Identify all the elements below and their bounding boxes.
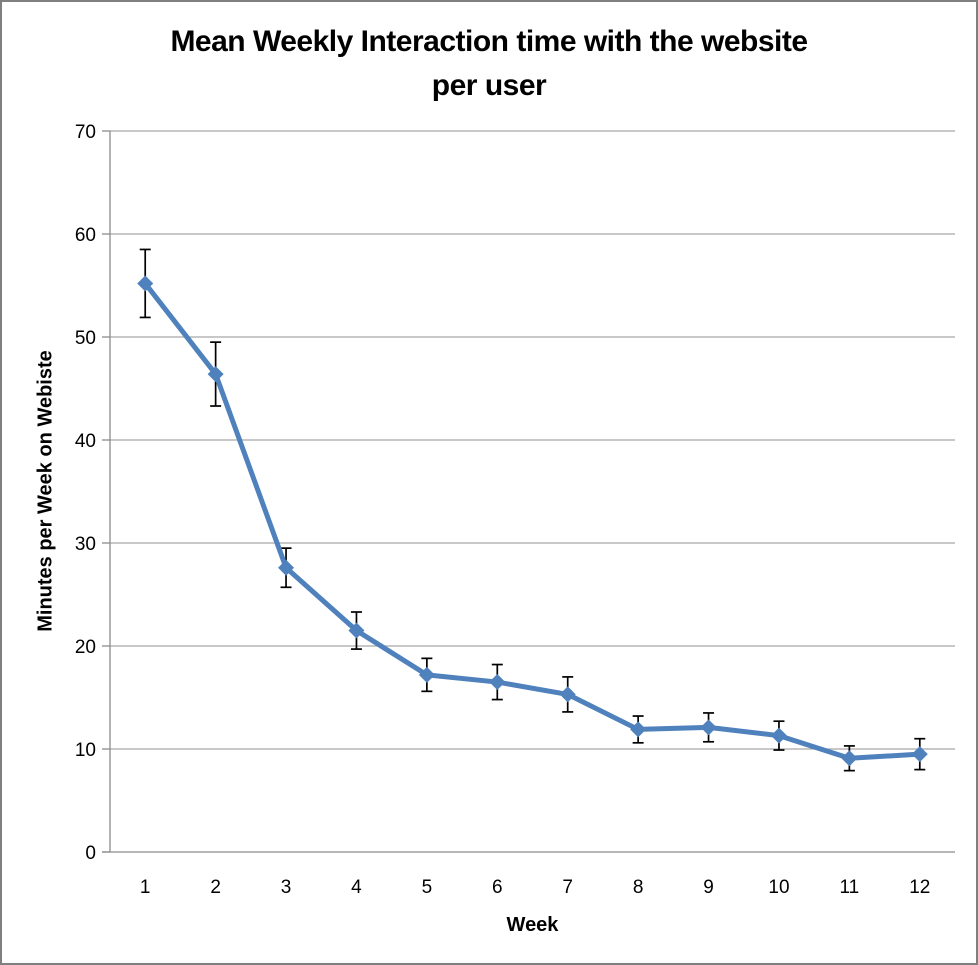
data-point-week-3 [278,559,295,576]
x-axis-title: Week [506,914,559,936]
x-tick-label: 7 [562,877,573,898]
data-point-week-7 [559,686,576,703]
chart-title-line2: per user [431,69,547,102]
y-tick-label: 60 [75,225,96,246]
data-point-week-11 [841,750,858,767]
data-point-week-8 [630,721,647,738]
x-tick-label: 9 [703,877,714,898]
y-tick-label: 10 [75,740,96,761]
chart-title: Mean Weekly Interaction time with the we… [0,20,978,108]
y-tick-label: 70 [75,122,96,143]
data-point-week-5 [418,666,435,683]
chart-title-line1: Mean Weekly Interaction time with the we… [170,25,808,58]
series-line [142,280,923,761]
y-tick-label: 0 [85,843,96,864]
x-tick-label: 2 [210,877,221,898]
data-point-week-10 [770,727,787,744]
x-tick-label: 8 [633,877,644,898]
x-tick-label: 5 [422,877,433,898]
y-tick-label: 50 [75,328,96,349]
y-tick-label: 30 [75,534,96,555]
x-tick-label: 12 [909,877,930,898]
data-point-week-4 [348,622,365,639]
y-tick-label: 20 [75,637,96,658]
x-tick-label: 10 [768,877,789,898]
data-point-week-9 [700,719,717,736]
x-tick-label: 4 [351,877,362,898]
data-point-week-2 [207,366,224,383]
x-tick-label: 3 [281,877,292,898]
x-tick-label: 6 [492,877,503,898]
y-tick-label: 40 [75,431,96,452]
data-point-week-6 [489,674,506,691]
x-tick-label: 1 [140,877,151,898]
data-point-week-1 [137,275,154,292]
x-tick-label: 11 [840,877,860,898]
data-point-week-12 [911,746,928,763]
